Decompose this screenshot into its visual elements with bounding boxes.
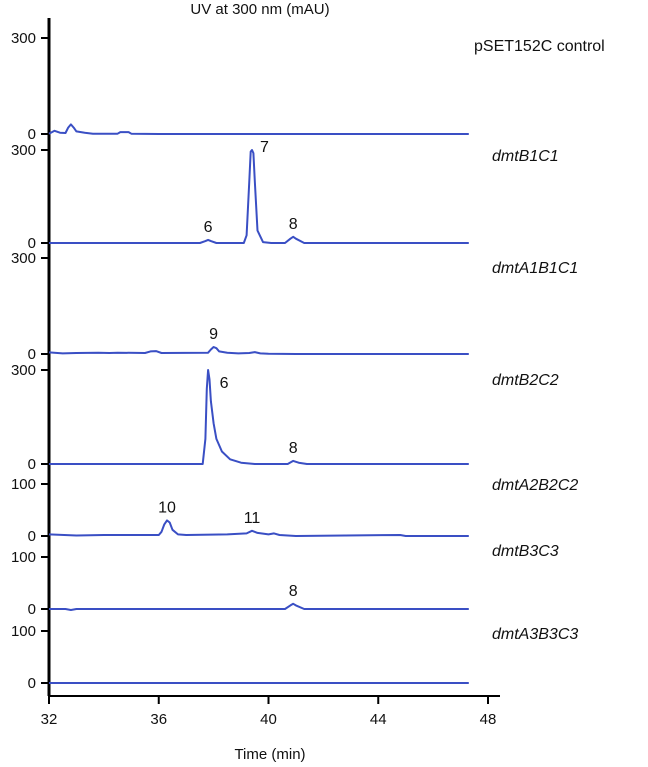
peak-label: 6 <box>204 219 213 236</box>
x-tick-label: 36 <box>150 711 167 728</box>
trace-name-label: dmtB2C2 <box>492 372 559 389</box>
y-tick-label: 100 <box>11 623 36 640</box>
y-tick-label: 0 <box>28 126 36 143</box>
y-tick-label: 0 <box>28 346 36 363</box>
peak-label: 6 <box>220 375 229 392</box>
x-tick-label: 40 <box>260 711 277 728</box>
y-tick-label: 300 <box>11 30 36 47</box>
trace-line <box>49 602 469 611</box>
trace-dmtA2B2C2: 0 100 10 11 dmtA2B2C2 <box>11 476 578 545</box>
chart-title: UV at 300 nm (mAU) <box>190 1 329 18</box>
trace-line <box>48 519 469 537</box>
trace-name-label: dmtB3C3 <box>492 543 559 560</box>
trace-dmtA3B3C3: 0 100 dmtA3B3C3 <box>11 623 578 692</box>
peak-label: 9 <box>209 326 218 343</box>
y-tick-label: 100 <box>11 549 36 566</box>
y-tick-label: 0 <box>28 235 36 252</box>
trace-name-label: dmtA3B3C3 <box>492 626 578 643</box>
y-tick-label: 0 <box>28 528 36 545</box>
trace-dmtB3C3: 0 100 8 dmtB3C3 <box>11 543 559 618</box>
peak-label: 8 <box>289 216 298 233</box>
x-tick-label: 44 <box>370 711 387 728</box>
peak-label: 7 <box>260 139 269 156</box>
y-tick-label: 0 <box>28 601 36 618</box>
trace-line <box>49 149 469 244</box>
trace-name-label: pSET152C control <box>474 38 605 55</box>
trace-name-label: dmtB1C1 <box>492 148 559 165</box>
x-tick-label: 32 <box>41 711 58 728</box>
y-tick-label: 300 <box>11 142 36 159</box>
peak-label: 8 <box>289 583 298 600</box>
y-tick-label: 300 <box>11 250 36 267</box>
x-axis-ticks: 32 36 40 44 48 <box>41 696 497 728</box>
peak-label: 11 <box>244 510 261 527</box>
y-tick-label: 0 <box>28 675 36 692</box>
peak-label: 10 <box>158 499 176 516</box>
trace-line <box>49 369 469 465</box>
x-axis-title: Time (min) <box>234 746 305 763</box>
trace-line <box>48 346 469 355</box>
trace-dmtA1B1C1: 0 300 9 dmtA1B1C1 <box>11 250 578 363</box>
trace-name-label: dmtA1B1C1 <box>492 260 578 277</box>
trace-dmtB2C2: 0 300 6 8 dmtB2C2 <box>11 362 559 473</box>
trace-pSET152C control: 0 300 pSET152C control <box>11 30 605 143</box>
x-tick-label: 48 <box>480 711 497 728</box>
trace-line <box>48 123 469 135</box>
y-tick-label: 0 <box>28 456 36 473</box>
y-tick-label: 300 <box>11 362 36 379</box>
peak-label: 8 <box>289 440 298 457</box>
trace-name-label: dmtA2B2C2 <box>492 477 578 494</box>
trace-dmtB1C1: 0 300 6 7 8 dmtB1C1 <box>11 139 559 252</box>
y-tick-label: 100 <box>11 476 36 493</box>
